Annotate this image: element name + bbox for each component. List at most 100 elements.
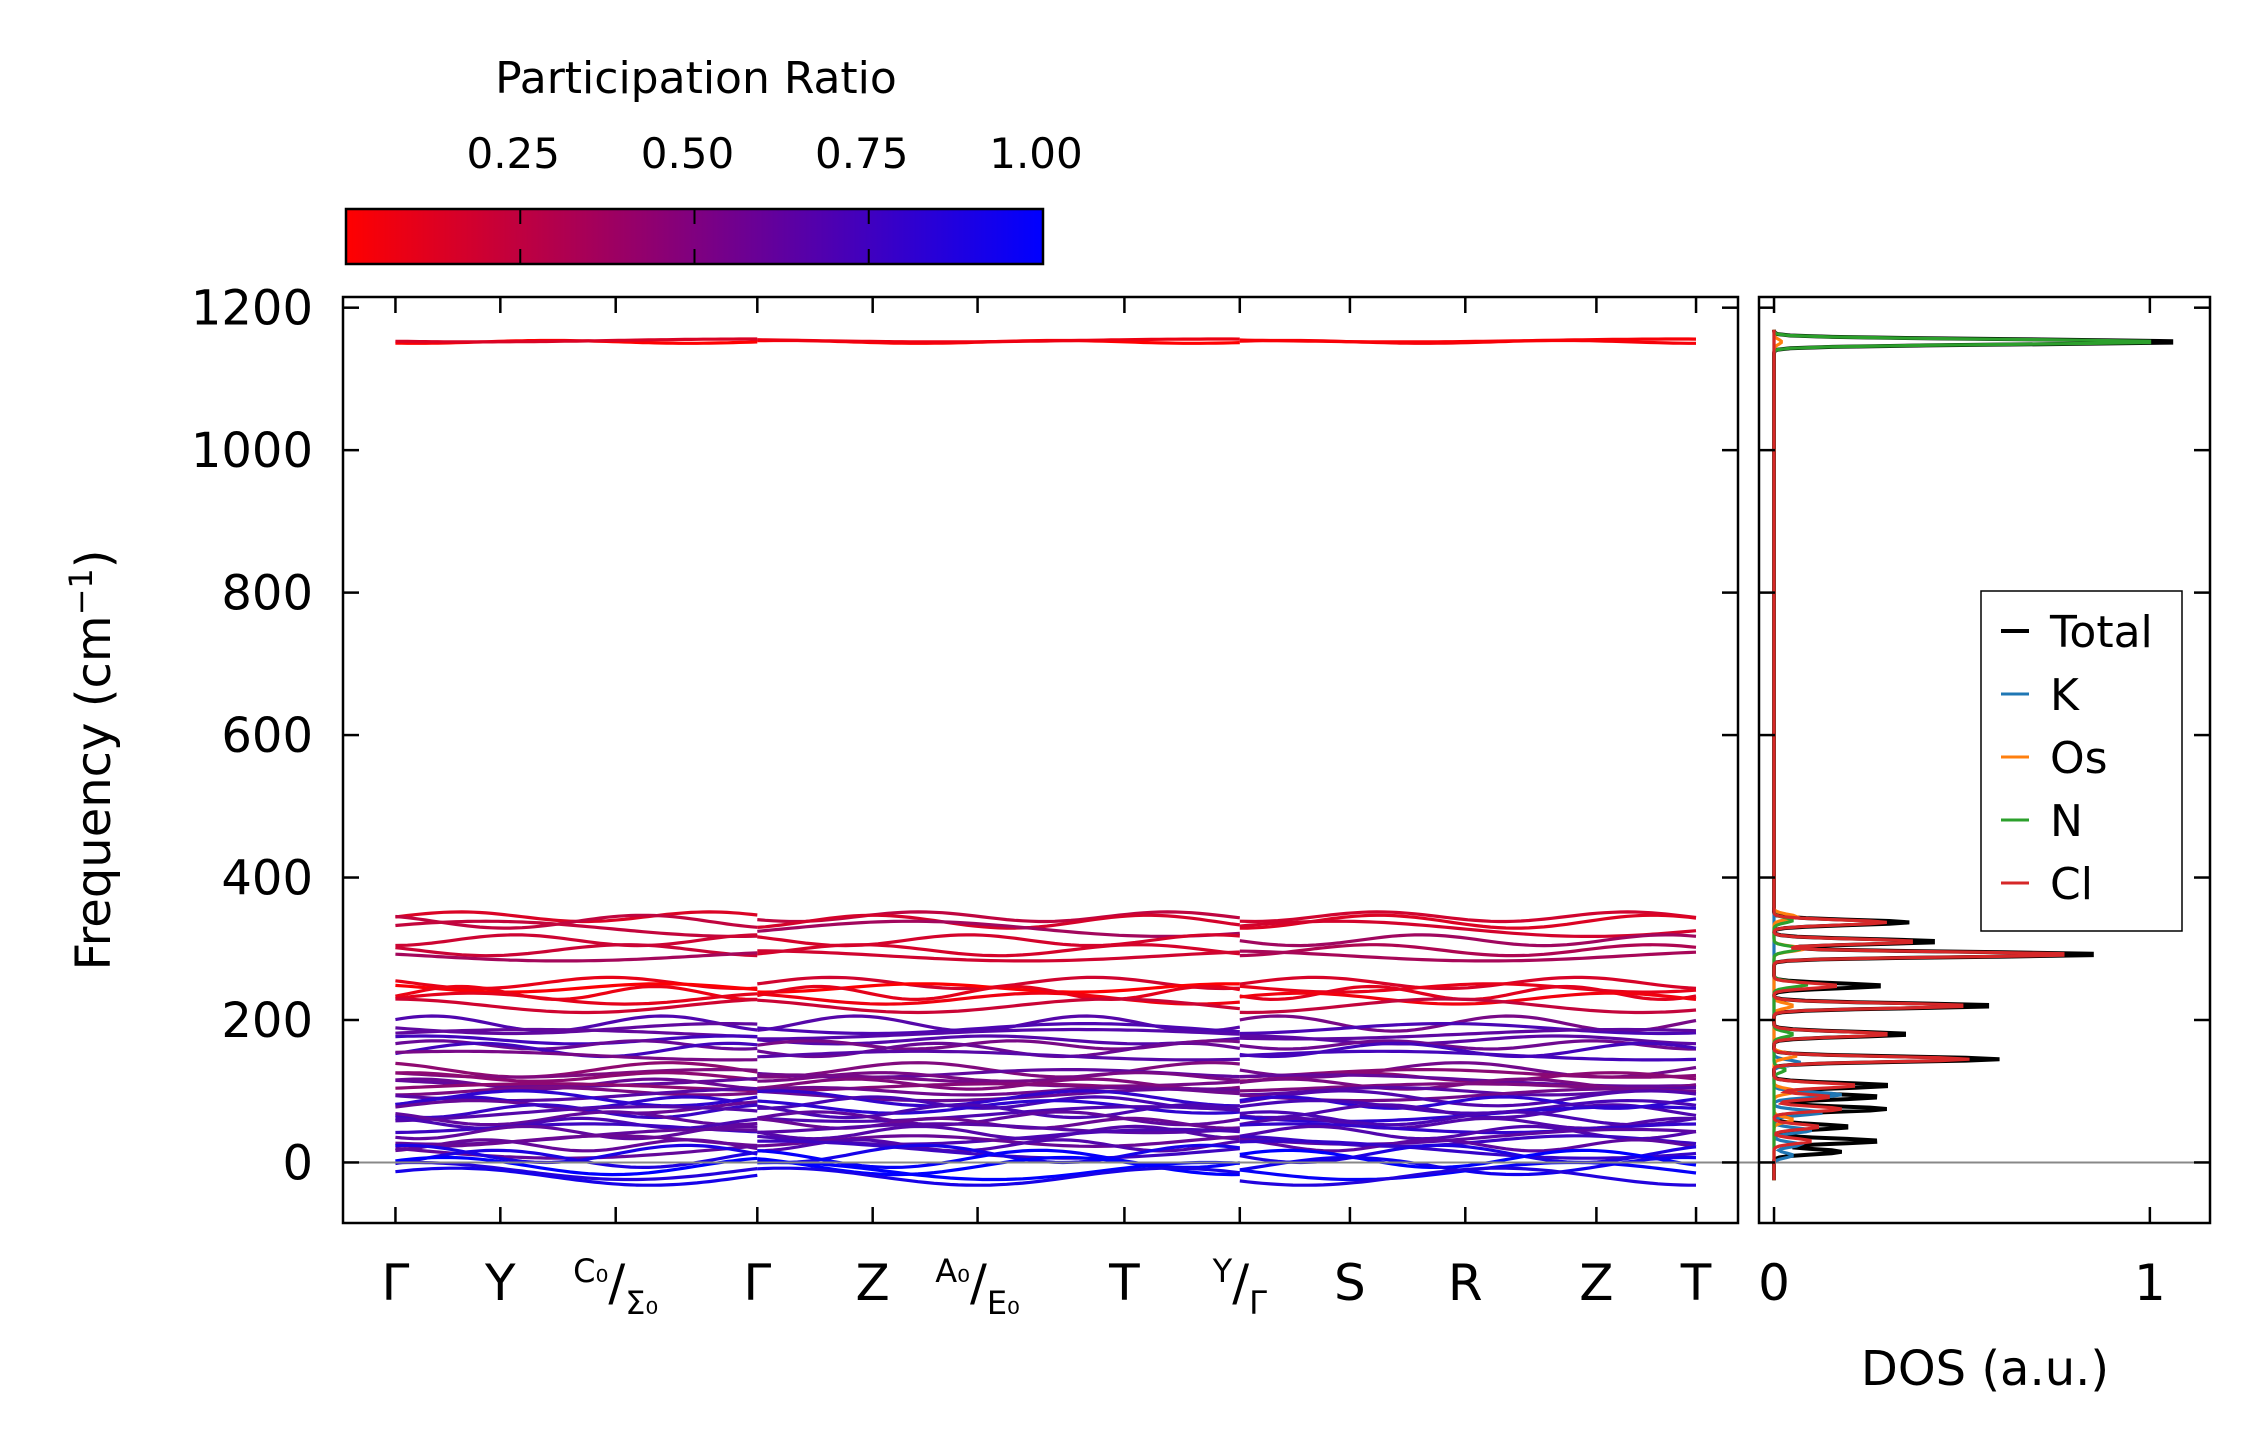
band-line: [757, 1105, 1240, 1123]
band-lines: [395, 337, 1697, 1187]
legend-label-os: Os: [2050, 733, 2108, 784]
y-tick-label: 600: [221, 708, 313, 764]
legend-label-total: Total: [2049, 607, 2153, 658]
y-tick-label: 200: [221, 993, 313, 1049]
band-line: [395, 1087, 758, 1103]
band-line: [1239, 1166, 1696, 1187]
dos-x-tick-label: 1: [2134, 1254, 2166, 1312]
colorbar: Participation Ratio 0.25 0.50 0.75 1.00: [344, 53, 1083, 266]
band-line: [1239, 1098, 1697, 1115]
high-symmetry-label: C₀/Σ₀: [573, 1252, 658, 1322]
band-line: [757, 1049, 1240, 1062]
band-line: [1239, 1022, 1697, 1036]
high-symmetry-label: Y: [484, 1254, 516, 1312]
band-line: [1239, 1073, 1697, 1088]
dos-lines: [1772, 329, 2174, 1181]
band-line: [395, 1027, 758, 1039]
band-line: [1239, 1049, 1697, 1062]
high-symmetry-label: Z: [1579, 1254, 1613, 1312]
band-line: [757, 919, 1240, 938]
colorbar-ticks: 0.25 0.50 0.75 1.00: [466, 129, 1083, 264]
high-symmetry-label: S: [1334, 1254, 1366, 1312]
band-line: [1239, 982, 1697, 994]
band-line: [757, 1098, 1240, 1115]
band-line: [757, 1160, 1240, 1182]
high-symmetry-label-sub: E₀: [987, 1284, 1020, 1322]
dos-x-axis-label: DOS (a.u.): [1861, 1341, 2109, 1397]
high-symmetry-label-sub: Σ₀: [625, 1284, 658, 1322]
band-line: [395, 982, 758, 994]
band-line: [395, 1049, 758, 1062]
dos-line-cl: [1772, 329, 2065, 1181]
dos-legend: Total K Os N Cl: [1980, 590, 2183, 932]
band-y-ticks: 0 200 400 600 800 1000 1200: [191, 281, 1738, 1191]
band-line: [757, 991, 1240, 1006]
dos-axes-frame: [1757, 295, 2212, 1225]
band-line: [395, 1082, 758, 1093]
band-line: [395, 1061, 758, 1079]
band-line: [757, 1022, 1240, 1036]
band-line: [757, 1089, 1240, 1108]
band-line: [395, 919, 758, 938]
colorbar-title: Participation Ratio: [495, 53, 897, 104]
band-line: [395, 1155, 758, 1177]
band-line: [395, 1138, 758, 1153]
legend-label-n: N: [2050, 796, 2083, 847]
band-line: [757, 1122, 1240, 1135]
band-line: [1239, 919, 1697, 938]
high-symmetry-label-pre: Y: [1212, 1252, 1233, 1290]
y-tick-label: 800: [221, 566, 313, 622]
band-line: [1239, 1039, 1696, 1051]
band-line: [395, 951, 758, 963]
band-line: [395, 913, 758, 930]
band-line: [757, 1041, 1241, 1059]
band-line: [395, 984, 758, 1002]
band-line: [1239, 1116, 1697, 1130]
band-line: [1239, 337, 1697, 344]
band-line: [395, 1071, 758, 1083]
band-line: [757, 1014, 1241, 1033]
band-line: [757, 1027, 1240, 1041]
dos-y-ticks: [1759, 306, 2210, 1164]
band-line: [1239, 910, 1697, 924]
y-tick-label: 400: [221, 851, 313, 907]
band-line: [1239, 1034, 1697, 1046]
high-symmetry-label: A₀/E₀: [935, 1252, 1020, 1322]
high-symmetry-label-pre: C₀: [573, 1252, 608, 1290]
band-line: [1239, 1122, 1697, 1135]
band-line: [1239, 991, 1697, 1006]
legend-label-cl: Cl: [2050, 859, 2093, 910]
high-symmetry-label: Γ: [382, 1254, 410, 1312]
high-symmetry-label: Y/Γ: [1212, 1252, 1267, 1322]
band-line: [395, 943, 758, 958]
y-tick-label: 0: [282, 1135, 313, 1191]
colorbar-tick-label: 1.00: [989, 129, 1083, 178]
high-symmetry-label-sub: Γ: [1249, 1284, 1267, 1322]
band-line: [395, 1160, 758, 1182]
high-symmetry-label-slash: /: [970, 1254, 987, 1312]
band-line: [757, 1077, 1240, 1091]
band-line: [757, 913, 1240, 930]
y-tick-label: 1200: [191, 281, 313, 337]
band-axes-frame: [341, 295, 1740, 1225]
band-line: [1239, 975, 1697, 991]
band-line: [395, 1110, 758, 1127]
high-symmetry-label: T: [1108, 1254, 1140, 1312]
band-line: [757, 949, 1240, 963]
y-tick-label: 1000: [191, 423, 313, 479]
high-symmetry-label: Γ: [743, 1254, 771, 1312]
high-symmetry-label-slash: /: [608, 1254, 625, 1312]
band-line: [757, 997, 1240, 1015]
band-line: [756, 984, 1241, 1002]
band-line: [395, 991, 758, 1006]
band-line: [1239, 949, 1697, 963]
dos-x-tick-label: 0: [1758, 1254, 1790, 1312]
band-line: [1239, 997, 1697, 1015]
band-line: [1239, 933, 1697, 948]
band-line: [395, 1034, 758, 1046]
colorbar-tick-label: 0.50: [641, 129, 735, 178]
band-line: [395, 1166, 758, 1187]
band-y-axis-label: Frequency (cm−1): [62, 549, 122, 970]
